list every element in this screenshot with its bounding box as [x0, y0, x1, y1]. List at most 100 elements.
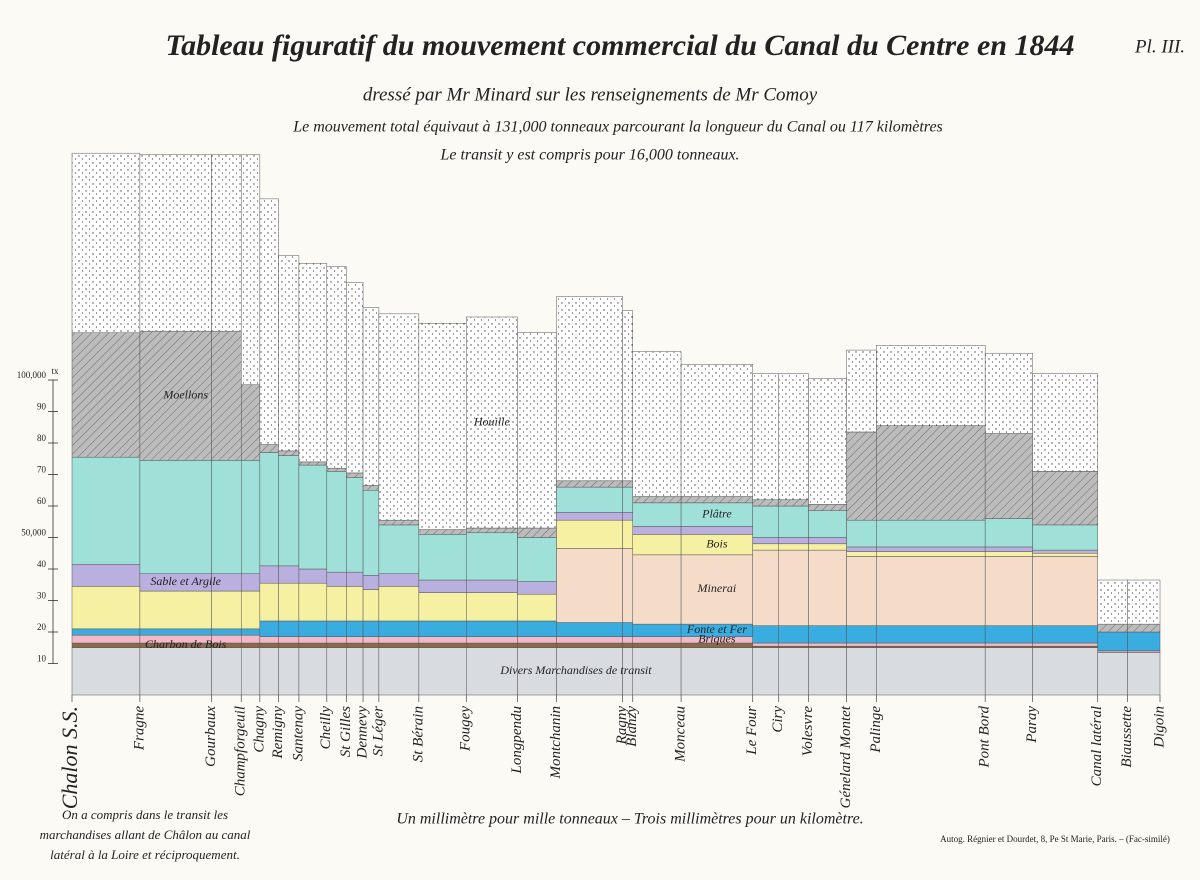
segment: [346, 477, 364, 573]
station-label: Volesvre: [800, 706, 816, 757]
segment: [680, 364, 753, 497]
segment: [211, 628, 242, 636]
segment: [778, 625, 809, 644]
segment: [808, 549, 847, 626]
scale-note: Un millimètre pour mille tonneaux – Troi…: [396, 811, 863, 828]
segment: [346, 647, 364, 696]
segment: [752, 549, 779, 626]
note: Le mouvement total équivaut à 131,000 to…: [292, 119, 943, 136]
segment: [846, 647, 877, 696]
station-label: Chagny: [251, 706, 267, 753]
segment: [139, 590, 212, 630]
segment: [846, 349, 877, 433]
segment: [622, 480, 633, 488]
segment: [556, 480, 623, 488]
segment: [378, 573, 420, 587]
segment: [139, 154, 212, 332]
segment: [846, 519, 877, 548]
segment: [346, 620, 364, 637]
segment: [1127, 631, 1161, 652]
segment: [984, 546, 1033, 552]
segment: [211, 154, 242, 332]
segment: [362, 647, 380, 696]
station-label: Gourbaux: [203, 706, 219, 767]
segment: [1032, 524, 1098, 551]
y-tick-label: 10: [37, 654, 47, 664]
segment: [1097, 623, 1128, 633]
segment: [778, 549, 809, 626]
station-label: Chalon S.S.: [57, 706, 82, 809]
y-tick-label: 60: [37, 496, 47, 506]
station-label: Canal latéral: [1089, 706, 1105, 786]
station-label: Fragne: [131, 706, 147, 752]
segment: [846, 642, 877, 647]
footnote: latéral à la Loire et réciproquement.: [50, 847, 240, 862]
segment: [517, 581, 557, 595]
footnote: On a compris dans le transit les: [62, 807, 228, 822]
segment: [1127, 623, 1161, 633]
segment: [680, 526, 753, 535]
segment: [846, 556, 877, 626]
segment: [876, 556, 986, 626]
segment: [240, 628, 261, 636]
segment: [680, 496, 753, 504]
segment: [680, 647, 753, 696]
layer-label: Plâtre: [701, 506, 732, 520]
segment: [259, 198, 279, 445]
segment: [632, 502, 682, 527]
segment: [984, 625, 1033, 644]
plate-number: Pl. III.: [1134, 36, 1185, 57]
segment: [808, 510, 847, 538]
station-label: St Léger: [370, 706, 386, 757]
station-label: Le Four: [744, 706, 760, 756]
segment: [240, 384, 261, 461]
segment: [808, 625, 847, 644]
segment: [632, 647, 682, 696]
station-label: Blanzy: [624, 706, 640, 747]
segment: [1032, 373, 1098, 472]
segment: [752, 373, 779, 500]
segment: [378, 524, 420, 574]
segment: [632, 351, 682, 497]
segment: [556, 519, 623, 549]
y-tick-label: 80: [37, 433, 47, 443]
segment: [632, 623, 682, 637]
segment: [259, 636, 279, 644]
segment: [517, 647, 557, 696]
segment: [517, 593, 557, 622]
segment: [71, 456, 141, 565]
segment: [298, 263, 328, 463]
segment: [876, 345, 986, 426]
segment: [876, 425, 986, 521]
y-tick-label: 20: [37, 622, 47, 632]
note: Le transit y est compris pour 16,000 ton…: [439, 147, 739, 164]
segment: [778, 537, 809, 545]
segment: [378, 642, 420, 649]
segment: [752, 499, 779, 507]
segment: [1032, 556, 1098, 626]
segment: [984, 433, 1033, 519]
segment: [240, 154, 261, 385]
y-unit: tx: [51, 366, 59, 376]
segment: [1097, 652, 1128, 696]
station-label: Champforgeuil: [233, 706, 249, 796]
segment: [139, 628, 212, 636]
segment: [259, 647, 279, 696]
segment: [298, 642, 328, 649]
segment: [298, 636, 328, 644]
segment: [517, 527, 557, 538]
segment: [778, 642, 809, 647]
layer-label: Divers Marchandises de transit: [499, 663, 652, 677]
segment: [752, 537, 779, 545]
segment: [211, 330, 242, 461]
segment: [418, 642, 467, 649]
segment: [846, 431, 877, 521]
segment: [278, 582, 300, 622]
segment: [517, 332, 557, 529]
segment: [556, 512, 623, 521]
segment: [211, 460, 242, 574]
segment: [326, 636, 347, 644]
segment: [378, 586, 420, 622]
segment: [466, 532, 518, 581]
segment: [326, 471, 347, 573]
